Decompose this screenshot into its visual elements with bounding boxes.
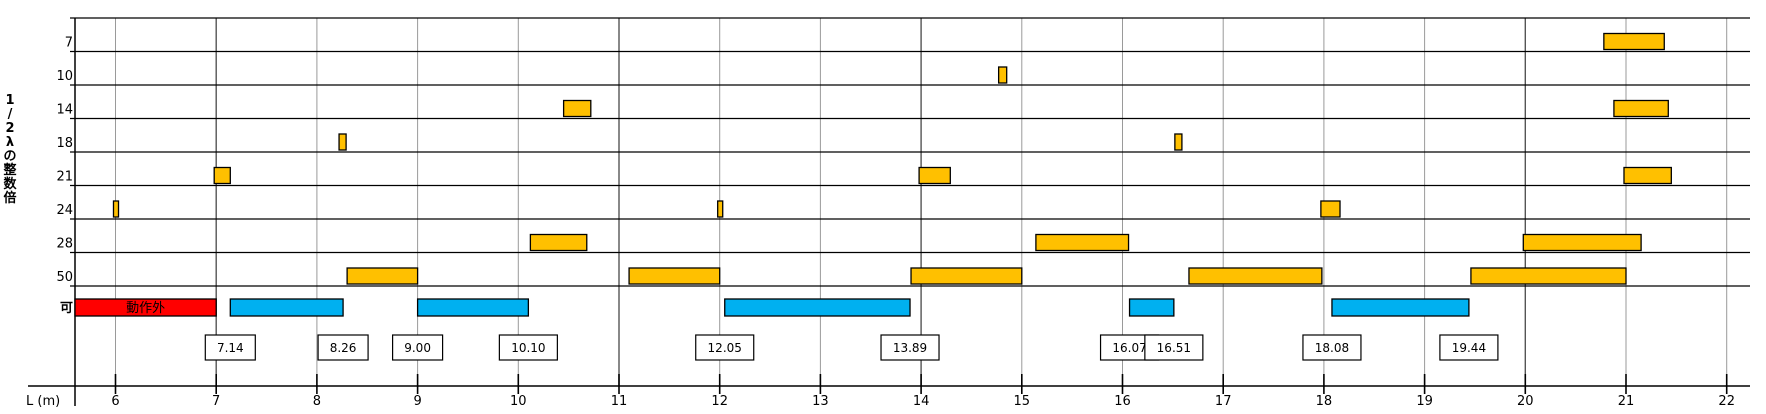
annotation-label: 10.10 [511,341,545,355]
resonance-bar [1470,267,1627,285]
ok-range-bar [416,298,530,317]
row-label: 24 [56,203,73,218]
ok-range-bar [229,298,344,317]
y-axis-label-char: / [8,107,13,122]
annotation-box [880,334,940,361]
inoperable-label: 動作外 [126,301,165,316]
resonance-bar [717,200,724,218]
resonance-bar [628,267,721,285]
row-label: 28 [56,237,73,252]
annotation-box [392,334,444,361]
resonance-bar [1603,32,1665,51]
ok-range-bar [1331,298,1470,317]
row-label: 21 [56,170,73,185]
x-tick-label: 19 [1416,394,1433,409]
x-tick-label: 6 [111,394,119,409]
resonance-bar [562,99,592,118]
x-tick-label: 9 [413,394,421,409]
annotation-box [1439,334,1499,361]
row-label: 50 [56,270,73,285]
x-tick-label: 7 [212,394,220,409]
row-label: 14 [56,103,73,118]
resonance-bar [338,133,347,151]
ok-row-label: 可 [60,301,73,316]
resonance-bar [1522,233,1642,252]
annotation-label: 18.08 [1315,341,1349,355]
x-tick-label: 16 [1114,394,1131,409]
annotation-label: 16.07 [1112,341,1146,355]
resonance-bar [346,267,419,285]
y-axis-label-char: の [3,149,16,164]
ok-range-bar [724,298,911,317]
x-tick-label: 14 [913,394,930,409]
x-tick-label: 17 [1215,394,1232,409]
annotation-label: 12.05 [708,341,742,355]
inoperable-bar [74,298,217,317]
y-axis-label-char: 整 [2,162,17,178]
y-axis-label-char: λ [6,135,14,150]
x-tick-label: 18 [1316,394,1333,409]
resonance-bar [1035,233,1130,252]
annotation-box [317,334,369,361]
x-tick-label: 20 [1517,394,1534,409]
resonance-bar [529,233,588,252]
x-tick-label: 10 [510,394,527,409]
x-axis-label: L (m) [26,394,60,409]
resonance-bar [910,267,1023,285]
annotation-box [695,334,755,361]
x-tick-label: 12 [711,394,728,409]
y-axis-label-char: 倍 [3,190,16,206]
resonance-bar [112,200,120,218]
annotation-label: 9.00 [404,341,431,355]
row-label: 10 [56,69,73,84]
annotation-label: 16.51 [1157,341,1191,355]
annotation-box [498,334,558,361]
ok-range-bar [1128,298,1175,317]
x-tick-label: 13 [812,394,829,409]
resonance-bar [1623,166,1672,185]
annotation-box [204,334,256,361]
resonance-bar [918,166,951,185]
x-tick-label: 22 [1718,394,1735,409]
x-tick-label: 15 [1014,394,1031,409]
annotation-label: 19.44 [1452,341,1486,355]
annotation-box [1144,334,1204,361]
row-label: 7 [65,36,73,51]
resonance-bar [1613,99,1669,118]
resonance-bar [1188,267,1323,285]
x-tick-label: 8 [313,394,321,409]
grid-lines [70,17,1750,386]
x-tick-label: 11 [611,394,628,409]
annotation-label: 7.14 [217,341,244,355]
row-label: 18 [56,136,73,151]
resonance-bar [1174,133,1183,151]
y-axis-label-char: 2 [5,121,14,136]
resonance-bar [997,66,1008,84]
resonance-bars [112,32,1672,285]
annotation-label: 13.89 [893,341,927,355]
annotation-label: 8.26 [330,341,357,355]
y-axis-label-char: 数 [3,176,17,192]
resonance-bar [213,166,231,185]
resonance-bar [1320,200,1341,218]
annotation-box [1302,334,1362,361]
x-tick-label: 21 [1618,394,1635,409]
y-axis-label-char: 1 [5,93,14,108]
